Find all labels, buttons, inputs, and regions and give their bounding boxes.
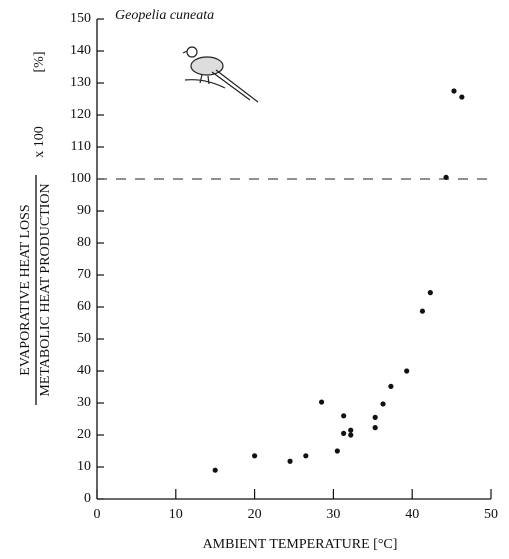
y-tick-label: 30 (77, 395, 91, 410)
data-point (372, 414, 378, 420)
y-tick-label: 20 (77, 427, 91, 442)
data-point (252, 453, 258, 459)
data-point (212, 467, 218, 473)
y-tick-label: 40 (77, 363, 91, 378)
x-tick-label: 20 (248, 507, 262, 522)
data-point (341, 430, 347, 436)
y-tick-label: 80 (77, 235, 91, 250)
y-tick-label: 150 (70, 11, 91, 26)
y-tick-label: 110 (71, 139, 91, 154)
y-label-denominator: METABOLIC HEAT PRODUCTION (38, 183, 53, 396)
y-tick-label: 130 (70, 75, 91, 90)
data-point (372, 425, 378, 431)
x-axis-label: AMBIENT TEMPERATURE [°C] (203, 537, 398, 552)
data-point (303, 453, 309, 459)
y-label-numerator: EVAPORATIVE HEAT LOSS (18, 204, 33, 375)
data-point (443, 174, 449, 180)
y-axis-label: EVAPORATIVE HEAT LOSS METABOLIC HEAT PRO… (18, 52, 53, 405)
data-point (427, 290, 433, 296)
data-point (404, 368, 410, 374)
y-tick-label: 140 (70, 43, 91, 58)
x-tick-label: 10 (169, 507, 183, 522)
y-label-factor: x 100 (32, 126, 47, 158)
y-unit: [%] (32, 52, 47, 73)
data-point (419, 308, 426, 314)
y-tick-label: 100 (70, 171, 91, 186)
data-point (318, 399, 325, 405)
chart-title: Geopelia cuneata (115, 8, 214, 23)
y-tick-label: 70 (77, 267, 91, 282)
data-point (334, 448, 340, 454)
y-tick-label: 10 (77, 459, 91, 474)
x-tick-label: 30 (326, 507, 340, 522)
y-tick-label: 0 (84, 491, 91, 506)
data-point (348, 427, 354, 433)
data-point (380, 401, 386, 407)
data-point (287, 458, 293, 464)
x-tick-label: 50 (484, 507, 498, 522)
y-tick-label: 50 (77, 331, 91, 346)
x-tick-label: 0 (94, 507, 101, 522)
bird-icon (182, 46, 259, 103)
y-tick-label: 60 (77, 299, 91, 314)
y-tick-label: 90 (77, 203, 91, 218)
y-tick-label: 120 (70, 107, 91, 122)
data-point (388, 383, 394, 389)
data-point (341, 413, 347, 419)
x-tick-label: 40 (405, 507, 419, 522)
data-point (459, 94, 465, 100)
data-point (348, 432, 354, 438)
data-point (451, 88, 457, 94)
